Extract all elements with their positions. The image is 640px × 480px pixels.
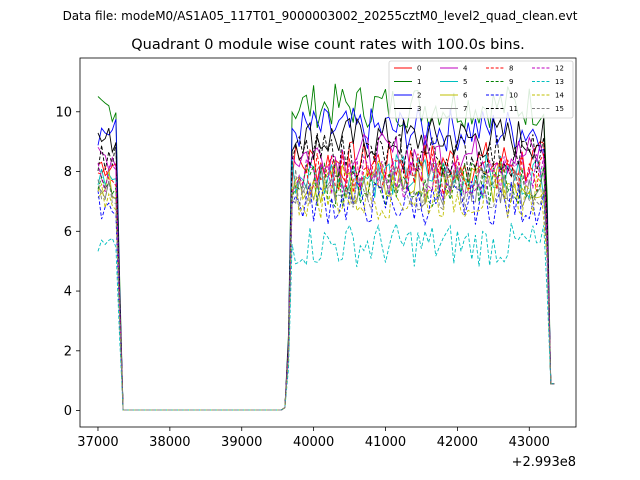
legend-label-5: 5 <box>463 78 467 86</box>
y-tick-label: 0 <box>64 404 72 419</box>
x-tick-label: 37000 <box>77 435 118 450</box>
x-tick-label: 43000 <box>509 435 550 450</box>
chart-title: Quadrant 0 module wise count rates with … <box>131 37 525 53</box>
plot-area: 37000 38000 39000 40000 41000 42000 43000 0 2 4 6… <box>55 57 577 450</box>
series-line-7 <box>97 162 555 411</box>
legend-label-3: 3 <box>417 105 421 113</box>
series-line-4 <box>97 131 555 411</box>
legend-label-9: 9 <box>509 78 513 86</box>
legend-label-0: 0 <box>417 65 421 73</box>
y-tick-label: 2 <box>64 344 72 359</box>
axes-frame <box>79 57 577 428</box>
x-axis-offset-label: +2.993e8 <box>512 455 576 470</box>
y-axis: 0 2 4 6 8 10 <box>55 105 80 419</box>
legend-label-2: 2 <box>417 92 421 100</box>
legend-label-10: 10 <box>509 92 518 100</box>
x-tick-label: 42000 <box>437 435 478 450</box>
y-tick-label: 6 <box>64 225 72 240</box>
series-line-11 <box>97 133 555 411</box>
x-tick-label: 38000 <box>149 435 190 450</box>
series-line-8 <box>97 150 555 411</box>
series-line-10 <box>97 180 555 411</box>
figure-suptitle: Data file: modeM0/AS1A05_117T01_90000030… <box>63 9 578 23</box>
series-line-1 <box>97 83 555 411</box>
legend-box <box>388 60 574 119</box>
x-tick-label: 41000 <box>365 435 406 450</box>
legend-label-12: 12 <box>555 65 564 73</box>
y-tick-label: 4 <box>64 285 72 300</box>
legend-label-4: 4 <box>463 65 468 73</box>
series-line-9 <box>97 162 555 411</box>
legend-label-15: 15 <box>555 105 564 113</box>
x-tick-label: 40000 <box>293 435 334 450</box>
series-line-12 <box>97 153 555 411</box>
y-tick-label: 10 <box>55 105 72 120</box>
y-tick-label: 8 <box>64 165 72 180</box>
series-line-2 <box>97 107 555 411</box>
legend-label-7: 7 <box>463 105 467 113</box>
x-axis: 37000 38000 39000 40000 41000 42000 43000 <box>77 427 550 450</box>
legend-label-1: 1 <box>417 78 421 86</box>
legend-label-11: 11 <box>509 105 518 113</box>
series-line-13 <box>97 222 555 411</box>
legend-label-8: 8 <box>509 65 513 73</box>
legend-label-6: 6 <box>463 92 468 100</box>
series-line-15 <box>97 166 555 411</box>
series-lines <box>97 83 555 411</box>
x-tick-label: 39000 <box>221 435 262 450</box>
legend-label-13: 13 <box>555 78 564 86</box>
legend-label-14: 14 <box>555 92 564 100</box>
